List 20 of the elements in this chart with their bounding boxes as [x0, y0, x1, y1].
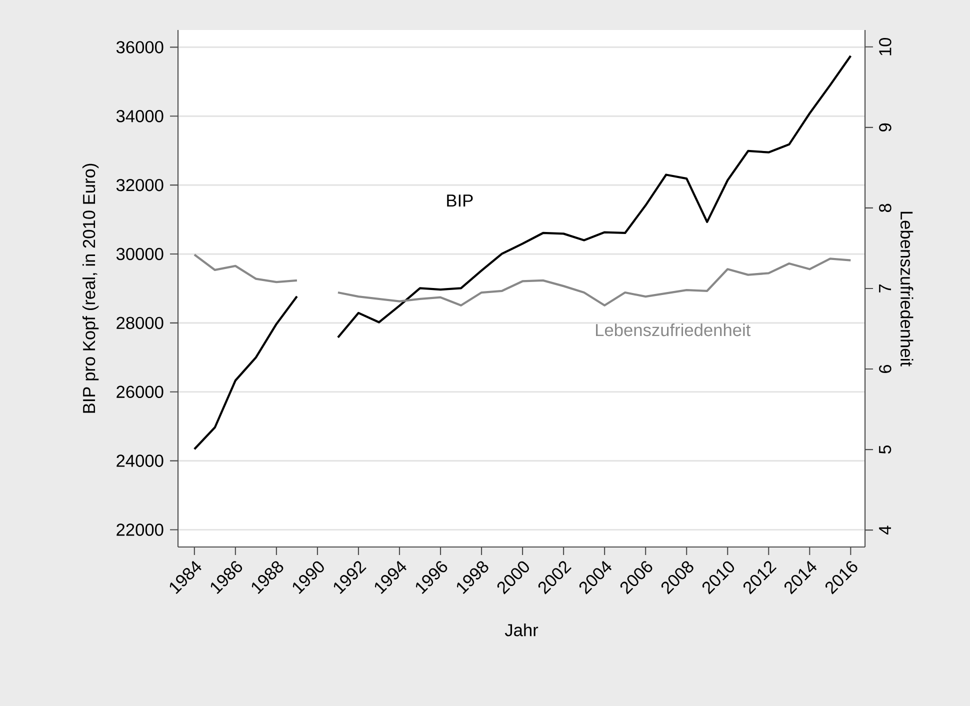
y2-tick-label: 5 — [879, 445, 892, 454]
y2-axis-title: Lebenszufriedenheit — [900, 212, 914, 366]
y-tick-label: 32000 — [116, 178, 164, 192]
y2-tick-label: 6 — [879, 364, 892, 373]
y-tick-label: 36000 — [116, 41, 164, 54]
y-tick-label: 34000 — [116, 110, 164, 122]
series-label: Lebenszufriedenheit — [596, 323, 751, 336]
y2-tick-label: 8 — [879, 204, 892, 212]
y2-tick-label: 9 — [879, 123, 892, 132]
y2-tick-label: 4 — [879, 526, 891, 534]
y-tick-label: 22000 — [116, 524, 164, 536]
y-tick-label: 30000 — [116, 248, 164, 260]
text: BIP — [447, 194, 473, 207]
y-tick-label: 28000 — [116, 316, 164, 330]
y-axis-title: BIP pro Kopf (real, in 2010 Euro) — [82, 164, 99, 413]
y-tick-label: 24000 — [116, 454, 164, 467]
y2-tick-label: 10 — [879, 38, 892, 56]
x-axis-title: Jahr — [504, 624, 538, 636]
y2-tick-label: 7 — [879, 284, 891, 292]
y-tick-label: 26000 — [116, 386, 164, 398]
